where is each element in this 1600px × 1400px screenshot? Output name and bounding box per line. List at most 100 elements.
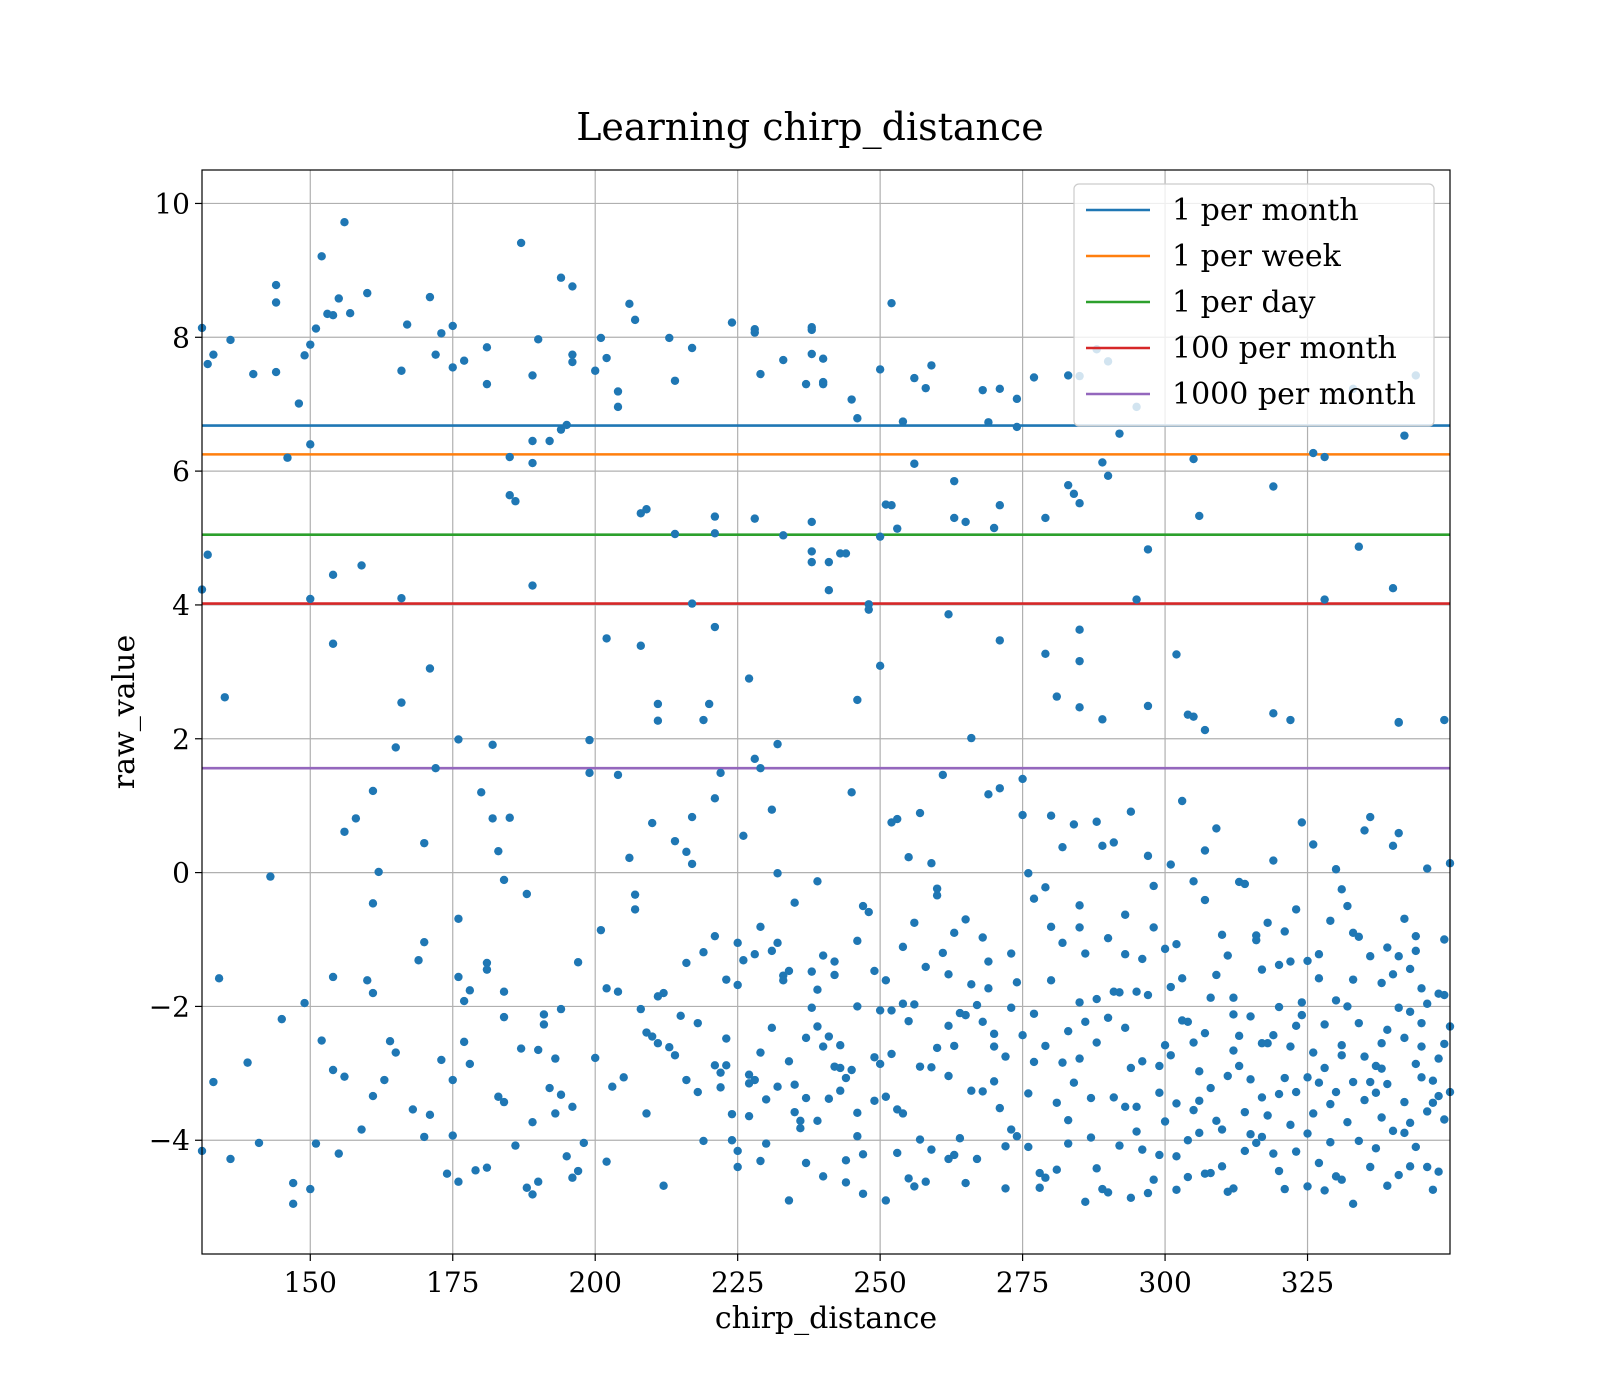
data-point [482, 1163, 492, 1172]
y-axis-ticks: −4 −2 0 2 4 6 8 10 [149, 187, 202, 1157]
data-point [1217, 1162, 1227, 1171]
data-point [1337, 1041, 1346, 1050]
data-point [340, 827, 349, 836]
data-point [1143, 1188, 1153, 1198]
data-point [1075, 901, 1084, 910]
data-point [1092, 1164, 1101, 1173]
data-point [528, 1190, 537, 1199]
data-point [459, 356, 469, 365]
data-point [1223, 951, 1232, 960]
data-point [579, 1138, 589, 1148]
data-point [596, 333, 606, 343]
data-point [887, 1006, 896, 1015]
data-point [431, 764, 440, 773]
data-point [1240, 1107, 1250, 1117]
data-point [1172, 939, 1181, 949]
data-point [1155, 1088, 1164, 1097]
data-point [807, 325, 816, 335]
data-point [1320, 1186, 1329, 1195]
data-point [1411, 1142, 1421, 1152]
data-point [961, 1178, 970, 1188]
data-point [944, 1071, 953, 1081]
data-point [1149, 923, 1158, 932]
data-point [1195, 1096, 1204, 1105]
data-point [328, 1065, 338, 1075]
data-point [950, 928, 959, 938]
data-point [870, 966, 879, 976]
data-point [841, 1073, 851, 1083]
data-point [494, 1092, 503, 1101]
data-point [1200, 895, 1210, 905]
data-point [1405, 1162, 1415, 1171]
data-point [528, 1117, 537, 1127]
data-point [1286, 1120, 1295, 1130]
data-point [1092, 817, 1101, 826]
data-point [756, 764, 765, 773]
data-point [1383, 1181, 1392, 1190]
data-point [1405, 964, 1415, 974]
data-point [306, 1184, 315, 1194]
data-point [1063, 480, 1073, 490]
data-point [1212, 824, 1221, 833]
data-point [351, 814, 361, 823]
data-point [482, 965, 492, 974]
data-point [1155, 1150, 1164, 1160]
data-point [995, 636, 1005, 645]
data-point [562, 420, 571, 430]
data-point [551, 1054, 560, 1063]
data-point [727, 1136, 737, 1145]
data-point [1046, 922, 1056, 931]
data-point [1417, 1073, 1426, 1082]
data-point [288, 1199, 298, 1209]
data-point [699, 948, 708, 957]
data-point [482, 379, 492, 389]
data-point [226, 335, 235, 345]
data-point [1206, 993, 1215, 1002]
data-point [1132, 595, 1141, 604]
data-point [1383, 1079, 1392, 1089]
data-point [1337, 1175, 1346, 1184]
data-point [1120, 1102, 1130, 1111]
data-point [1035, 1183, 1044, 1192]
data-point [727, 1109, 737, 1119]
data-point [345, 308, 355, 318]
data-point [203, 359, 212, 369]
data-point [1291, 1021, 1301, 1031]
data-point [1348, 1077, 1358, 1087]
data-point [1411, 1059, 1421, 1069]
x-tick-label: 325 [1281, 1266, 1334, 1299]
legend-label: 1000 per month [1172, 377, 1416, 412]
data-point [1274, 1166, 1284, 1176]
data-point [591, 1053, 600, 1063]
data-point [1411, 931, 1421, 941]
data-point [1058, 842, 1067, 852]
data-point [454, 914, 463, 923]
data-point [459, 1037, 469, 1047]
data-point [1041, 1173, 1050, 1182]
data-point [551, 1109, 560, 1118]
data-point [653, 992, 663, 1001]
data-point [1166, 860, 1175, 869]
data-point [687, 812, 697, 822]
data-point [602, 984, 611, 993]
data-point [693, 1018, 702, 1028]
data-point [1052, 692, 1061, 701]
data-point [1360, 1052, 1369, 1061]
data-point [357, 561, 366, 570]
data-point [647, 818, 657, 828]
data-point [1377, 1113, 1386, 1122]
data-point [539, 1010, 549, 1019]
data-point [1331, 1087, 1341, 1097]
data-point [1229, 993, 1238, 1002]
data-point [630, 315, 640, 325]
data-point [1400, 1033, 1409, 1043]
data-point [522, 889, 532, 899]
data-point [881, 1196, 891, 1205]
data-point [448, 1075, 457, 1085]
data-point [1297, 818, 1307, 827]
data-point [1257, 1093, 1267, 1102]
data-point [1252, 1138, 1261, 1148]
data-point [340, 1072, 349, 1081]
y-tick-label: −4 [149, 1124, 190, 1157]
data-point [1383, 1025, 1392, 1035]
